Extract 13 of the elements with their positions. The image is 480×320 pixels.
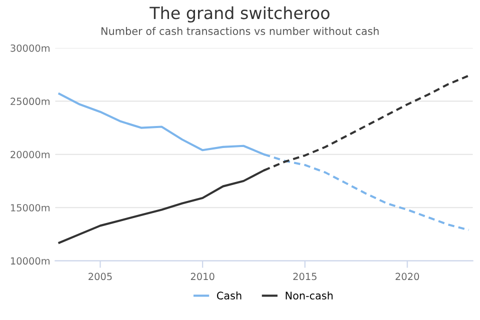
- chart-subtitle: Number of cash transactions vs number without cash: [102, 26, 379, 36]
- x-tick-label: 2005: [88, 272, 112, 280]
- y-tick-label: 15000m: [11, 204, 50, 212]
- legend-label: Cash: [216, 291, 242, 300]
- x-tick-label: 2010: [190, 272, 214, 280]
- legend-label: Non-cash: [286, 291, 333, 300]
- x-tick-label: 2020: [396, 272, 420, 280]
- y-tick-label: 25000m: [10, 98, 50, 106]
- chart-title: The grand switcheroo: [150, 6, 330, 22]
- y-tick-label: 20000m: [10, 150, 50, 158]
- x-tick-label: 2015: [293, 272, 316, 280]
- y-tick-label: 10000m: [11, 257, 50, 265]
- y-tick-label: 30000m: [10, 44, 50, 52]
